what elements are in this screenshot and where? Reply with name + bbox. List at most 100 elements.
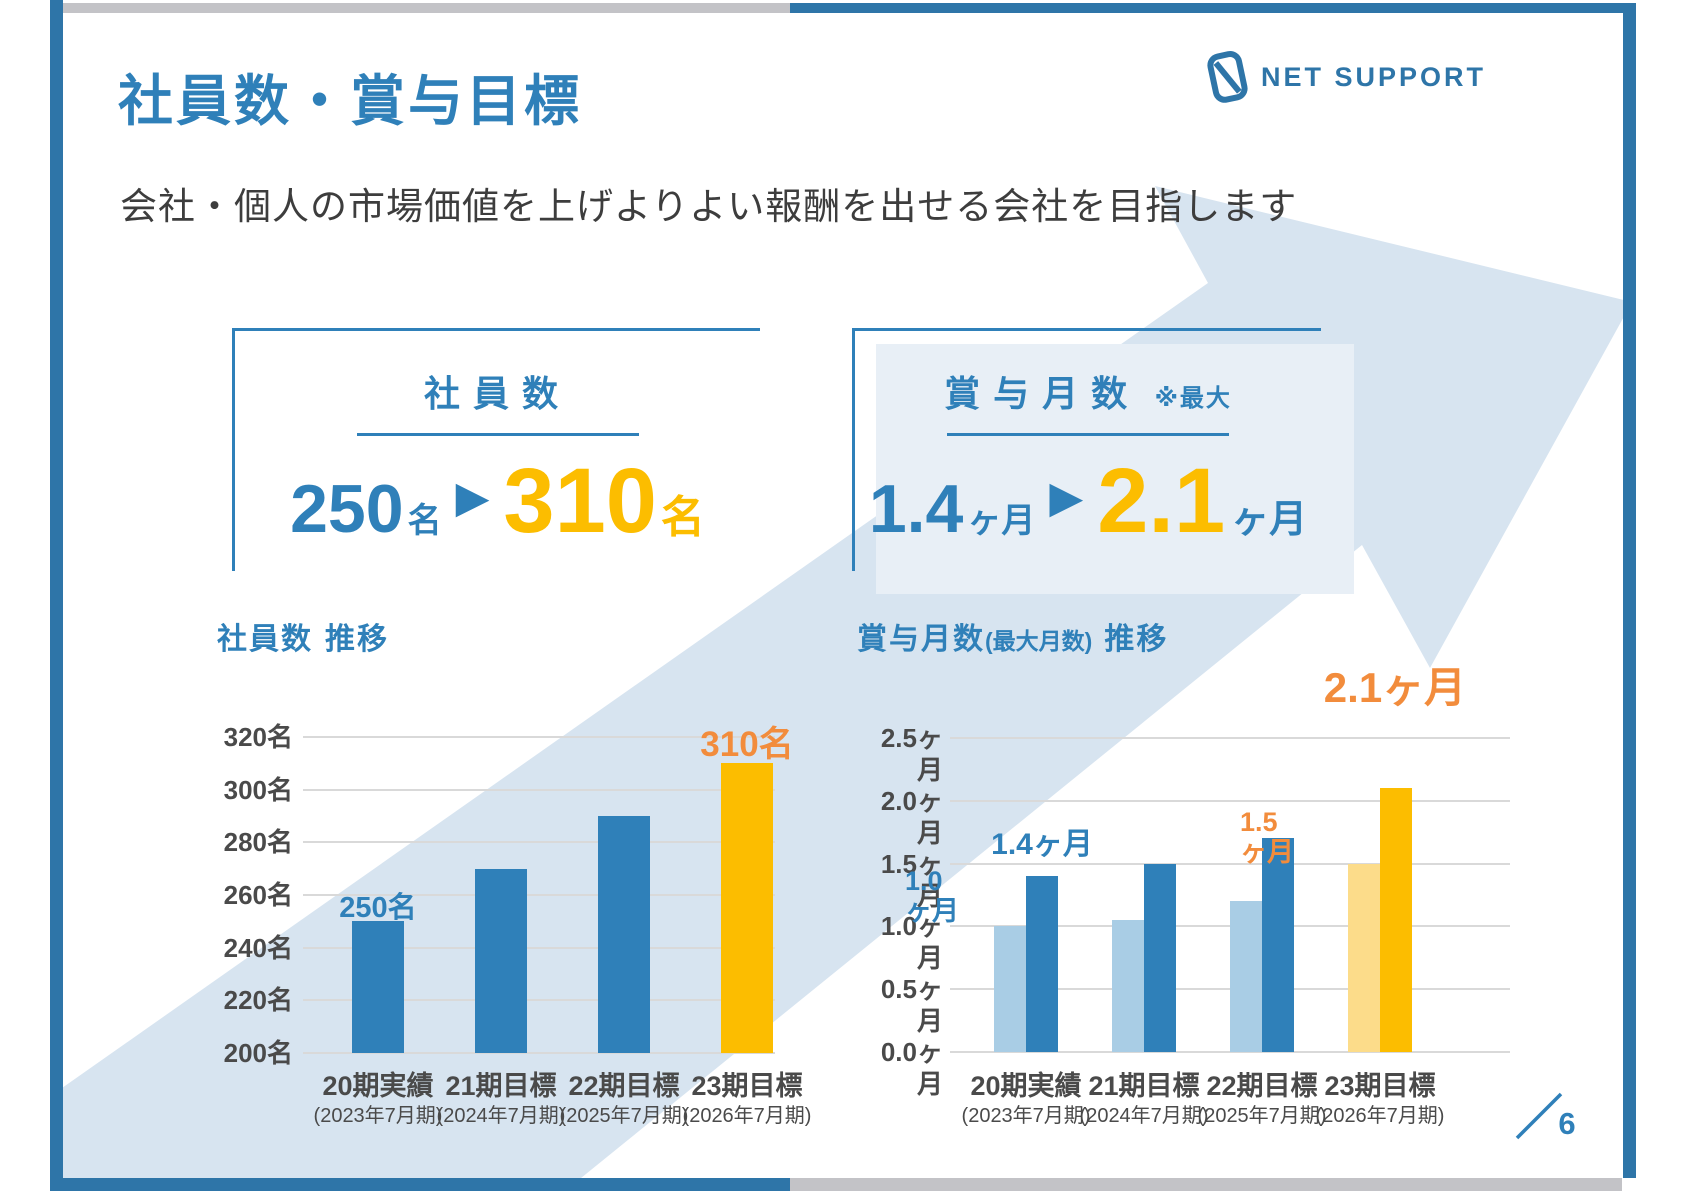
employees-to-unit: 名 xyxy=(660,493,705,542)
y-tick-label: 260名 xyxy=(223,880,293,910)
frame-bottom-blue-bar xyxy=(63,1178,790,1191)
y-tick-label: 320名 xyxy=(223,722,293,752)
chart-title-part: 推移 xyxy=(325,623,389,656)
bonus-card-shadow-panel xyxy=(876,344,1354,594)
x-tick-period-label: (2026年7月期) xyxy=(1315,1105,1445,1127)
employees-heading-underline xyxy=(356,433,639,436)
chart-title: 賞与月数(最大月数) 推移 xyxy=(857,614,1168,658)
x-tick-label: 22期目標 xyxy=(1206,1071,1318,1101)
gridline xyxy=(950,737,1510,739)
y-tick-label: 200名 xyxy=(223,1038,293,1068)
arrow-right-icon: ▶ xyxy=(1049,473,1084,522)
chart-title-part: (最大月数) xyxy=(985,628,1093,654)
gridline xyxy=(303,841,775,844)
bonus-card-heading-row: 賞与月数 ※最大 xyxy=(855,365,1321,417)
y-tick-label: 300名 xyxy=(223,774,293,805)
slide-subtitle: 会社・個人の市場価値を上げよりよい報酬を出せる会社を目指します xyxy=(120,186,1298,227)
bar-dark xyxy=(1026,876,1058,1052)
gridline xyxy=(950,799,1510,802)
x-tick-period-label: (2025年7月期) xyxy=(559,1105,689,1127)
x-tick-label: 22期目標 xyxy=(568,1071,680,1101)
company-logo: NET SUPPORT xyxy=(1205,48,1486,106)
y-tick-label: 2.0ヶ月 xyxy=(880,785,943,848)
y-tick-label: 240名 xyxy=(223,932,293,963)
chart-title-part: 推移 xyxy=(1104,623,1169,656)
gridline xyxy=(303,999,775,1002)
employees-to-value: 310 xyxy=(503,450,657,552)
bonus-card-values: 1.4 ヶ月 ▶ 2.1 ヶ月 xyxy=(855,449,1321,554)
bonus-from-value: 1.4 xyxy=(868,471,964,547)
y-tick-label: 0.5ヶ月 xyxy=(880,974,943,1037)
page-number-slash xyxy=(1515,1092,1563,1140)
x-tick-period-label: (2023年7月期) xyxy=(313,1105,443,1127)
bonus-card-heading: 賞与月数 xyxy=(944,373,1141,414)
arrow-right-icon: ▶ xyxy=(455,473,490,522)
bar xyxy=(352,921,404,1053)
bar-dark xyxy=(1262,838,1294,1052)
employees-from-value: 250 xyxy=(290,471,404,547)
gridline xyxy=(303,894,775,896)
bar xyxy=(475,868,527,1053)
y-tick-label: 2.5ヶ月 xyxy=(880,723,943,785)
page-title: 社員数・賞与目標 xyxy=(118,70,583,132)
bar-light xyxy=(1112,920,1144,1052)
gridline xyxy=(950,1051,1510,1053)
company-logo-text: NET SUPPORT xyxy=(1261,61,1487,92)
employees-from-unit: 名 xyxy=(407,502,442,540)
gridline xyxy=(303,788,775,791)
gridline xyxy=(303,1052,775,1054)
frame-top-gray-bar xyxy=(63,3,790,13)
gridline xyxy=(303,946,775,949)
x-tick-label: 21期目標 xyxy=(1088,1071,1200,1101)
bar-light xyxy=(1230,901,1262,1052)
employees-card-heading: 社員数 xyxy=(423,373,571,414)
bar-value-label: 1.5 ヶ月 xyxy=(1240,807,1294,868)
bar-light xyxy=(1348,863,1380,1052)
employees-card-values: 250 名 ▶ 310 名 xyxy=(235,449,760,554)
y-tick-label: 280名 xyxy=(223,827,293,858)
employees-trend-chart: 社員数 推移 200名 220名 240名 260名 280名 300名 320名 250名 310… xyxy=(215,612,811,1162)
gridline xyxy=(950,862,1510,865)
x-tick-label: 21期目標 xyxy=(445,1071,557,1101)
bonus-target-card: 賞与月数 ※最大 1.4 ヶ月 ▶ 2.1 ヶ月 xyxy=(852,328,1321,571)
y-tick-label: 220名 xyxy=(223,985,293,1016)
bar-value-label: 250名 xyxy=(339,892,417,924)
bar-value-label: 1.4ヶ月 xyxy=(991,828,1093,861)
x-tick-period-label: (2023年7月期) xyxy=(961,1105,1091,1127)
y-tick-label: 0.0ヶ月 xyxy=(880,1037,943,1099)
x-tick-period-label: (2024年7月期) xyxy=(1079,1105,1209,1127)
frame-right-bar xyxy=(1623,3,1636,1178)
employees-target-card: 社員数 250 名 ▶ 310 名 xyxy=(232,328,760,571)
y-tick-label: 1.5ヶ月 xyxy=(880,848,943,911)
frame-bottom-gray-bar xyxy=(790,1178,1622,1191)
gridline xyxy=(303,736,775,738)
bar-value-label: 1.0 ヶ月 xyxy=(905,866,959,927)
chart-title-part: 社員数 xyxy=(217,623,313,656)
bonus-to-unit: ヶ月 xyxy=(1231,499,1308,541)
frame-left-bar xyxy=(50,0,63,1191)
x-tick-period-label: (2026年7月期) xyxy=(682,1105,812,1127)
chart-title-part: 賞与月数 xyxy=(857,623,985,656)
page-number: 6 xyxy=(1558,1106,1576,1141)
bonus-to-value: 2.1 xyxy=(1097,450,1226,552)
x-tick-period-label: (2025年7月期) xyxy=(1197,1105,1327,1127)
bonus-heading-underline xyxy=(947,433,1229,436)
bar xyxy=(721,763,773,1053)
x-tick-label: 23期目標 xyxy=(691,1071,803,1101)
bar-dark xyxy=(1144,863,1176,1052)
bar-light xyxy=(994,926,1026,1052)
net-support-logo-icon xyxy=(1207,51,1248,103)
bar-dark xyxy=(1380,788,1412,1052)
bar-value-label: 2.1ヶ月 xyxy=(1323,664,1467,711)
chart-title: 社員数 推移 xyxy=(217,614,389,658)
frame-top-blue-bar xyxy=(790,3,1636,13)
bonus-card-note: ※最大 xyxy=(1154,385,1232,412)
bar-value-label: 310名 xyxy=(700,725,794,764)
x-tick-period-label: (2024年7月期) xyxy=(436,1105,566,1127)
bar xyxy=(598,816,650,1053)
x-tick-label: 20期実績 xyxy=(322,1071,434,1101)
x-tick-label: 23期目標 xyxy=(1324,1071,1436,1101)
y-tick-label: 1.0ヶ月 xyxy=(880,911,943,974)
employees-card-heading-row: 社員数 xyxy=(235,365,760,417)
